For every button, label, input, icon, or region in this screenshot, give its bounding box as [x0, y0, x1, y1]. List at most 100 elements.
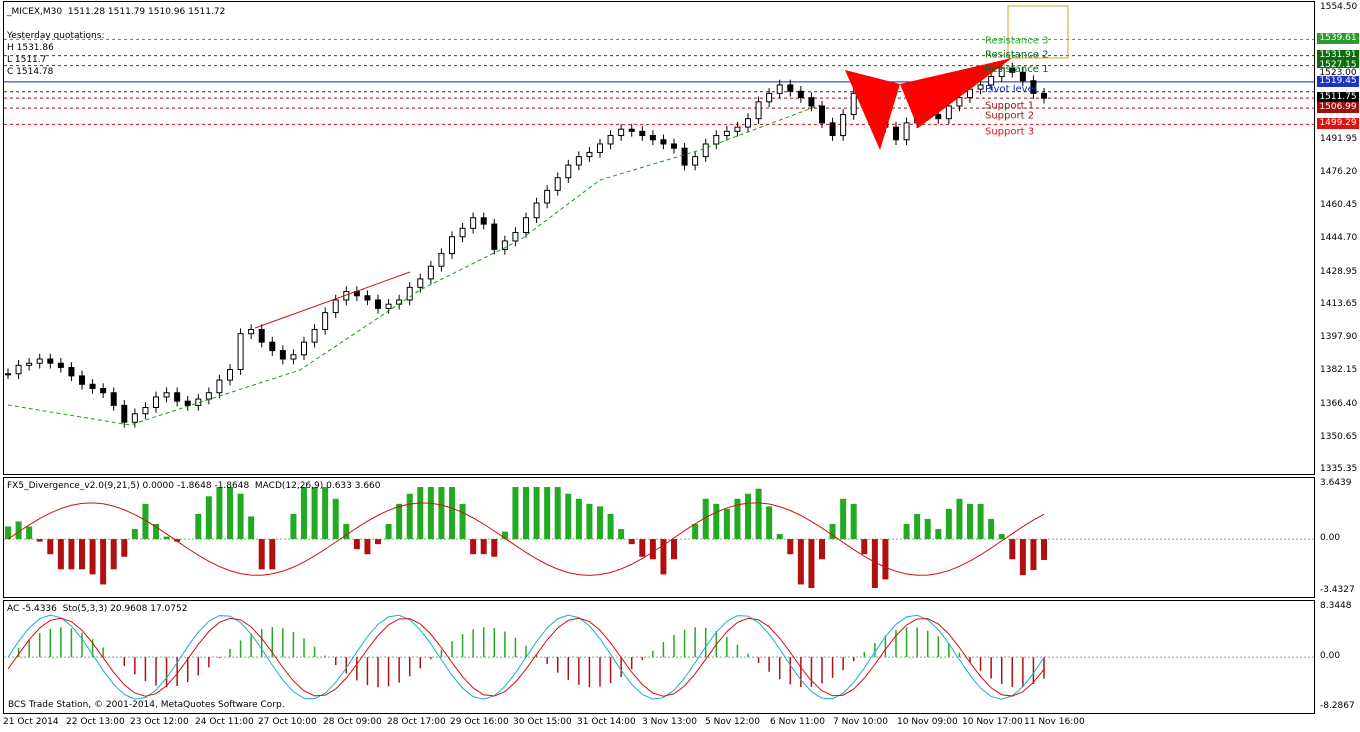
- candle-body: [776, 84, 783, 94]
- candle-body: [15, 364, 22, 375]
- fx5-histogram-bar: [639, 539, 646, 557]
- time-axis-label: 21 Oct 2014: [3, 717, 59, 727]
- candle-body: [787, 84, 794, 92]
- fx5-histogram-bar: [311, 487, 318, 540]
- fx5-histogram-bar: [586, 503, 593, 540]
- fx5-histogram-bar: [575, 498, 582, 540]
- fx5-histogram-bar: [153, 523, 159, 540]
- fx5-histogram-bar: [1030, 539, 1037, 571]
- fx5-histogram-bar: [237, 493, 244, 540]
- stochastic-signal-line: [7, 617, 1045, 697]
- fx5-histogram-bar: [269, 539, 276, 570]
- fx5-histogram-bar: [882, 539, 889, 580]
- candle-body: [554, 177, 561, 191]
- level-label-pivot: Pivot level: [985, 84, 1037, 95]
- price-tag: 1499.29: [1317, 118, 1359, 130]
- fx5-histogram-bar: [533, 487, 540, 540]
- fx5-histogram-bar: [100, 539, 107, 585]
- level-label-resistance-3: Resistance 3: [985, 35, 1048, 46]
- price-tag: 1506.99: [1317, 102, 1359, 114]
- fx5-histogram-bar: [480, 539, 487, 555]
- time-axis-label: 30 Oct 15:00: [513, 717, 572, 727]
- candle-body: [68, 366, 75, 377]
- fx5-histogram-bar: [501, 531, 508, 540]
- candle-body: [79, 375, 85, 385]
- fx5-histogram-bar: [967, 503, 973, 540]
- candle-body: [36, 358, 43, 364]
- fx5-histogram-bar: [364, 539, 371, 555]
- candle-body: [258, 328, 265, 343]
- candle-body: [660, 139, 667, 145]
- price-axis-label: 1397.90: [1320, 332, 1358, 343]
- candle-body: [153, 396, 159, 408]
- fx5-histogram-bar: [470, 539, 477, 555]
- candle-body: [1019, 71, 1026, 82]
- candle-body: [713, 135, 720, 145]
- candle-body: [988, 76, 995, 86]
- candle-body: [1041, 92, 1047, 99]
- fx5-axis-label: -3.4327: [1320, 585, 1355, 595]
- fx5-histogram-bar: [903, 523, 910, 540]
- candle-body: [808, 97, 815, 107]
- candle-body: [205, 392, 212, 400]
- fx5-histogram-bar: [935, 529, 942, 540]
- candle-body: [406, 286, 413, 301]
- candle-body: [829, 122, 836, 137]
- candle-body: [311, 328, 318, 343]
- price-axis-label: 1460.45: [1320, 200, 1358, 211]
- candle-body: [26, 362, 33, 366]
- fx5-histogram-bar: [734, 498, 741, 540]
- fx5-histogram-bar: [491, 539, 498, 557]
- fx5-histogram-bar: [649, 539, 656, 560]
- fx5-histogram-bar: [68, 539, 75, 570]
- fx5-histogram-bar: [871, 539, 878, 588]
- candle-body: [438, 253, 445, 267]
- time-axis-label: 31 Oct 14:00: [577, 717, 636, 727]
- candle-body: [227, 369, 233, 381]
- price-axis-label: 1428.95: [1320, 266, 1358, 277]
- fx5-histogram-bar: [1019, 539, 1026, 576]
- fx5-histogram-bar: [322, 487, 329, 540]
- fx5-histogram-bar: [343, 523, 350, 540]
- fx5-histogram-bar: [417, 487, 424, 540]
- candle-body: [523, 217, 529, 234]
- candle-body: [385, 303, 392, 309]
- price-axis-label: 1335.35: [1320, 464, 1358, 474]
- candle-body: [692, 156, 699, 166]
- fx5-histogram-bar: [956, 498, 963, 540]
- price-tag: 1523.00: [1317, 68, 1359, 80]
- main-price-pane[interactable]: [3, 1, 1315, 475]
- candle-body: [681, 147, 688, 166]
- fx5-histogram-bar: [914, 513, 921, 540]
- fx5-histogram-bar: [205, 496, 212, 540]
- candle-body: [755, 101, 762, 120]
- fx5-histogram-bar: [660, 539, 667, 575]
- candle-body: [110, 392, 117, 406]
- candle-body: [618, 128, 625, 137]
- fx5-histogram-bar: [79, 539, 85, 570]
- fx5-histogram-bar: [174, 539, 181, 542]
- trend-line-red: [254, 271, 411, 329]
- fx5-histogram-bar: [121, 539, 128, 557]
- price-axis-label: 1382.15: [1320, 365, 1358, 376]
- candle-body: [607, 135, 614, 145]
- candle-body: [998, 67, 1005, 78]
- harmonic-pattern-left: [845, 70, 900, 150]
- candle-body: [671, 143, 677, 149]
- fx5-histogram-bar: [755, 488, 762, 540]
- candle-body: [100, 388, 107, 394]
- ac-axis-label: 8.3448: [1320, 601, 1352, 611]
- yesterday-close: C 1514.78: [7, 67, 54, 77]
- fx5-histogram-bar: [554, 487, 561, 540]
- fx5-histogram-bar: [385, 523, 392, 540]
- candle-body: [501, 240, 508, 250]
- time-axis-label: 24 Oct 11:00: [195, 717, 254, 727]
- fx5-histogram-bar: [829, 523, 836, 540]
- fx5-histogram-bar: [924, 518, 931, 540]
- fx5-histogram-bar: [5, 526, 11, 540]
- time-axis-label: 23 Oct 12:00: [130, 717, 189, 727]
- fx5-histogram-bar: [597, 506, 603, 540]
- time-axis-label: 22 Oct 13:00: [66, 717, 125, 727]
- fx5-histogram-bar: [110, 539, 117, 570]
- price-axis-label: 1413.65: [1320, 298, 1358, 309]
